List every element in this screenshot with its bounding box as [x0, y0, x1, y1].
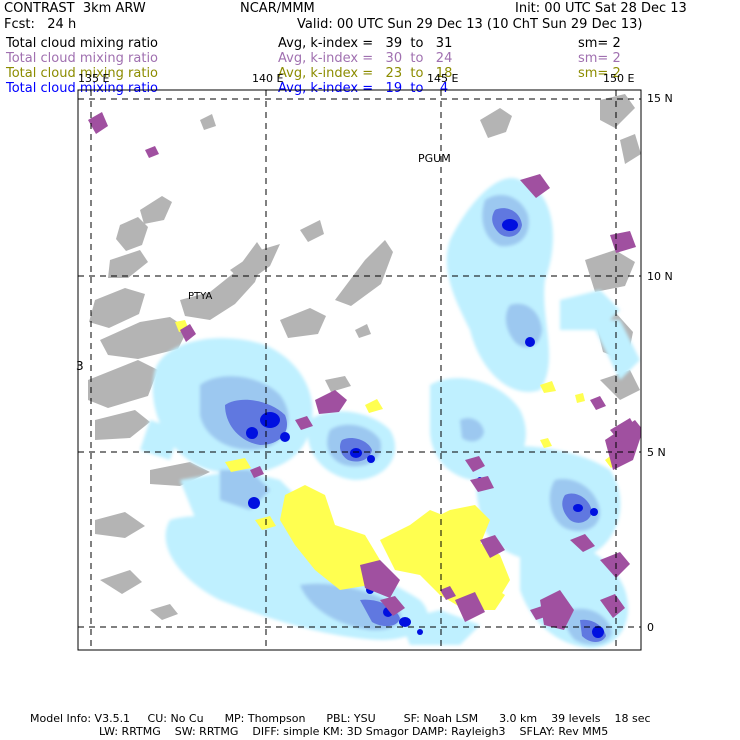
field-name-3: Total cloud mixing ratio	[6, 66, 159, 81]
lon-label-140: 140 E	[252, 72, 284, 85]
organization: NCAR/MMM	[240, 1, 315, 16]
lon-label-150: 150 E	[603, 72, 635, 85]
field-sm-2: sm= 2	[578, 51, 621, 66]
model-name: CONTRAST 3km ARW	[4, 1, 146, 16]
valid-time: Valid: 00 UTC Sun 29 Dec 13 (10 ChT Sun …	[297, 17, 643, 32]
field-sm-3: sm= 2	[578, 66, 621, 81]
gridlines	[78, 90, 641, 650]
model-info-line2: LW: RRTMG SW: RRTMG DIFF: simple KM: 3D …	[99, 725, 609, 738]
lat-label-10n: 10 N	[647, 270, 673, 283]
lon-label-145: 145 E	[427, 72, 459, 85]
field-range-3: Avg, k-index = 23 to 18	[278, 66, 453, 81]
edge-marker: 3	[76, 359, 84, 373]
init-time: Init: 00 UTC Sat 28 Dec 13	[515, 1, 687, 16]
field-sm-1: sm= 2	[578, 36, 621, 51]
lat-label-0: 0	[647, 621, 654, 634]
map-frame	[77, 89, 642, 651]
cloud-fields	[78, 90, 641, 650]
blue-cores	[225, 208, 606, 642]
forecast-hour: Fcst: 24 h	[4, 17, 77, 32]
field-name-1: Total cloud mixing ratio	[6, 36, 159, 51]
lon-label-135: 135 E	[78, 72, 110, 85]
field-range-1: Avg, k-index = 39 to 31	[278, 36, 453, 51]
model-info-line1: Model Info: V3.5.1 CU: No Cu MP: Thompso…	[30, 712, 651, 725]
lat-label-15n: 15 N	[647, 92, 673, 105]
station-pgum: PGUM	[418, 152, 451, 165]
lat-label-5n: 5 N	[647, 446, 666, 459]
station-ptya: PTYA	[188, 291, 213, 302]
field-name-2: Total cloud mixing ratio	[6, 51, 159, 66]
field-range-4: Avg, k-index = 19 to 4	[278, 81, 449, 96]
field-range-2: Avg, k-index = 30 to 24	[278, 51, 453, 66]
purple-clouds	[88, 112, 641, 630]
